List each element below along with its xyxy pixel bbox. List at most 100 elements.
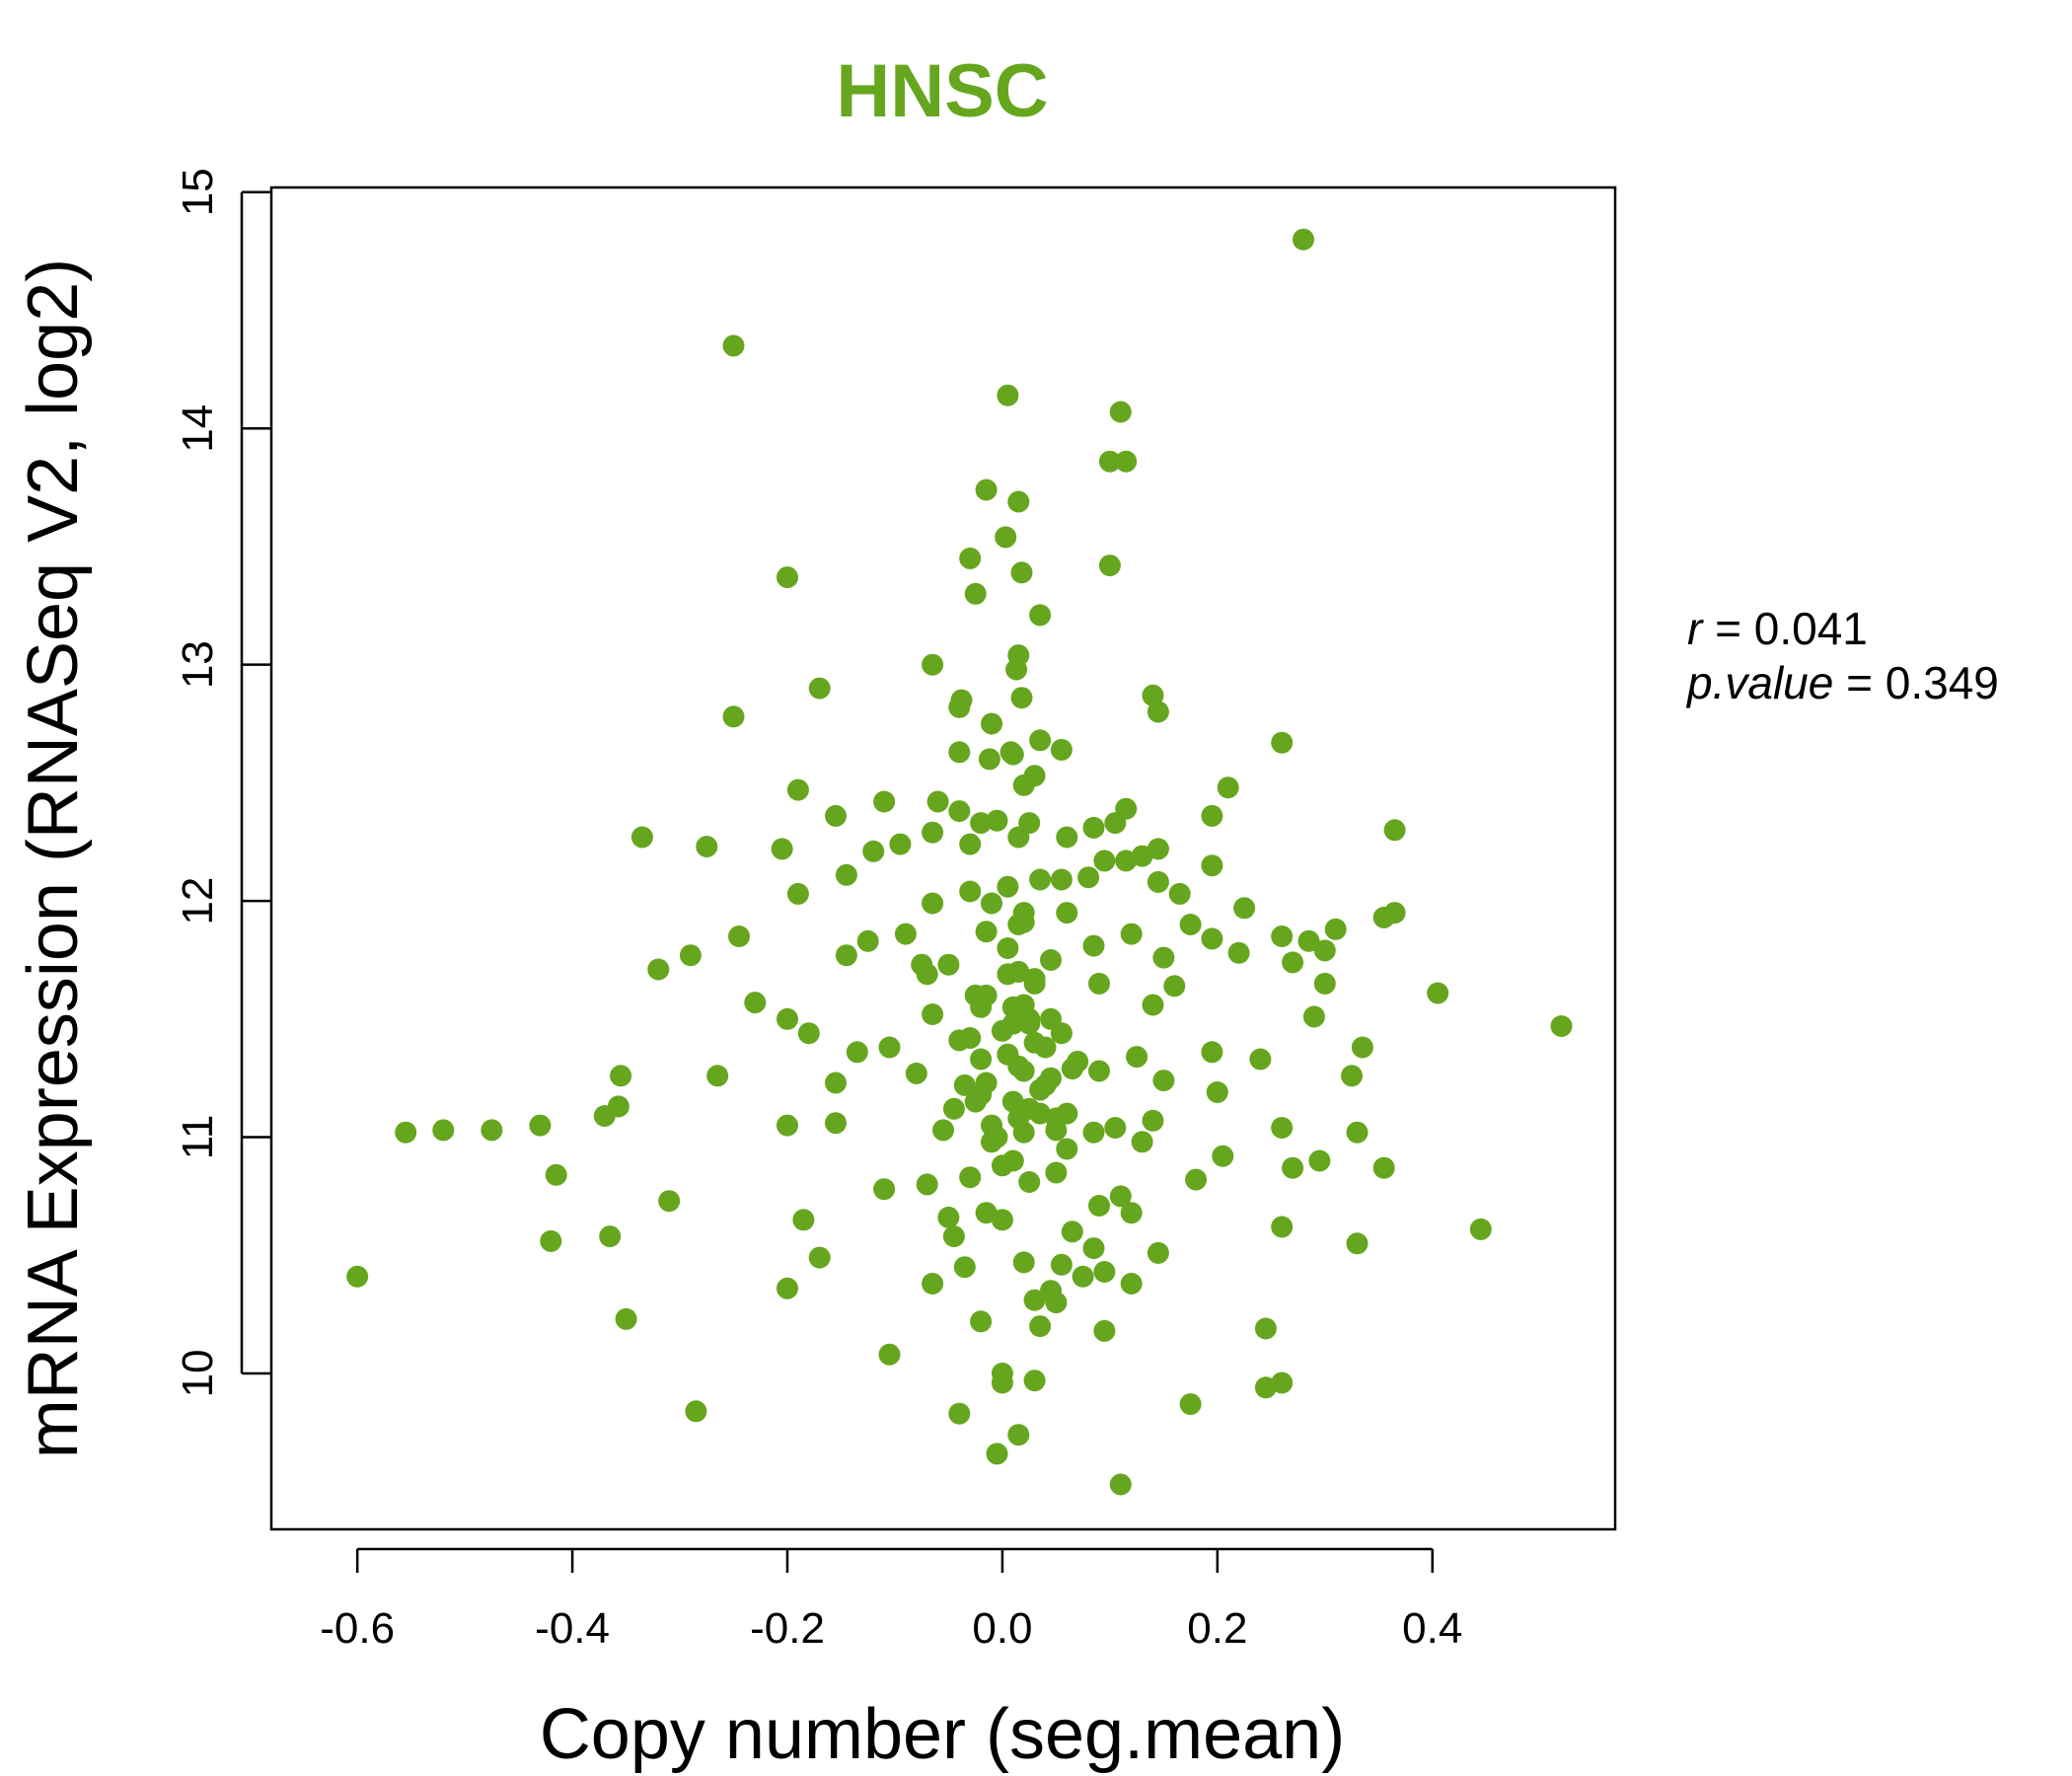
- data-point: [835, 944, 857, 967]
- data-point: [878, 1036, 901, 1059]
- data-point: [1077, 866, 1100, 889]
- data-point: [959, 833, 982, 855]
- data-point: [630, 826, 653, 849]
- data-point: [1372, 906, 1395, 928]
- x-axis-title: Copy number (seg.mean): [540, 1695, 1345, 1774]
- data-point: [593, 1105, 616, 1127]
- data-point: [1082, 816, 1105, 839]
- data-point: [1152, 946, 1175, 969]
- data-point: [991, 1363, 1013, 1384]
- data-point: [978, 748, 1000, 771]
- data-point: [997, 384, 1019, 407]
- data-point: [346, 1265, 369, 1288]
- data-point: [808, 1246, 831, 1269]
- x-axis: -0.6 -0.4 -0.2 0.0 0.2 0.4: [320, 1547, 1462, 1653]
- data-point: [1271, 1117, 1294, 1139]
- data-point: [964, 582, 987, 605]
- data-point: [1346, 1121, 1369, 1144]
- data-point: [1163, 975, 1186, 998]
- data-point: [777, 566, 798, 589]
- data-point: [997, 875, 1019, 898]
- data-point: [1082, 934, 1105, 957]
- data-point: [1201, 804, 1223, 827]
- data-point: [970, 812, 993, 835]
- data-point: [744, 992, 767, 1014]
- data-point: [1249, 1048, 1272, 1071]
- data-point: [1104, 1117, 1127, 1139]
- data-point: [545, 1163, 567, 1186]
- data-point: [1012, 1121, 1035, 1144]
- data-point: [706, 1065, 729, 1087]
- data-point: [922, 892, 944, 915]
- data-point: [1308, 1149, 1331, 1172]
- data-point: [679, 944, 702, 967]
- data-point: [1297, 929, 1320, 952]
- data-point: [986, 809, 1008, 832]
- data-point: [959, 880, 982, 903]
- data-point: [1050, 868, 1073, 891]
- data-point: [1126, 1046, 1148, 1069]
- y-axis-title: mRNA Expression (RNASeq V2, log2): [14, 259, 93, 1458]
- data-point: [1088, 972, 1110, 995]
- data-point: [1147, 870, 1169, 893]
- data-point: [1383, 819, 1406, 842]
- data-points: [346, 228, 1573, 1496]
- data-point: [728, 925, 750, 947]
- data-point: [1010, 561, 1033, 584]
- data-point: [1001, 996, 1024, 1018]
- data-point: [981, 712, 1002, 735]
- data-point: [481, 1119, 503, 1142]
- data-point: [862, 840, 885, 862]
- svg-text:r = 0.041: r = 0.041: [1687, 603, 1868, 654]
- data-point: [959, 1027, 982, 1049]
- data-point: [1142, 994, 1164, 1016]
- data-point: [1061, 1221, 1083, 1243]
- data-point: [1018, 1171, 1041, 1193]
- data-point: [1050, 1022, 1073, 1045]
- data-point: [1115, 850, 1138, 872]
- data-point: [975, 1202, 998, 1224]
- y-tick-label: 12: [174, 877, 222, 925]
- data-point: [1282, 1156, 1304, 1179]
- y-axis: 10 11 12 13 14 15: [174, 168, 271, 1397]
- data-point: [395, 1121, 417, 1144]
- data-point: [1550, 1015, 1573, 1037]
- data-point: [1007, 960, 1030, 983]
- data-point: [964, 1090, 987, 1113]
- data-point: [1346, 1232, 1369, 1255]
- data-point: [942, 1097, 965, 1120]
- data-point: [1007, 826, 1030, 849]
- x-tick-label: 0.4: [1402, 1604, 1462, 1653]
- data-point: [975, 479, 998, 501]
- data-point: [610, 1065, 632, 1087]
- data-point: [1104, 812, 1127, 835]
- data-point: [1131, 1131, 1153, 1153]
- correlation-stats: r = 0.041 p.value = 0.349: [1685, 603, 1999, 708]
- data-point: [1179, 1393, 1202, 1416]
- chart-title: HNSC: [836, 49, 1048, 133]
- data-point: [1120, 1273, 1143, 1295]
- data-point: [878, 1343, 901, 1366]
- data-point: [1067, 1050, 1089, 1073]
- data-point: [926, 790, 949, 813]
- data-point: [922, 1273, 944, 1295]
- x-tick-label: -0.4: [535, 1604, 610, 1653]
- data-point: [922, 821, 944, 844]
- data-point: [916, 963, 938, 986]
- data-point: [995, 526, 1017, 549]
- data-point: [1271, 731, 1294, 754]
- data-point: [975, 921, 998, 943]
- data-point: [932, 1119, 954, 1142]
- data-point: [1142, 1109, 1164, 1132]
- data-point: [835, 863, 857, 886]
- data-point: [1233, 897, 1256, 920]
- data-point: [1302, 1005, 1325, 1028]
- data-point: [856, 929, 879, 952]
- y-tick-label: 11: [174, 1115, 222, 1160]
- data-point: [825, 1072, 847, 1094]
- plot-frame: [269, 185, 1617, 1531]
- data-point: [1147, 701, 1169, 723]
- data-point: [529, 1114, 552, 1137]
- data-point: [599, 1225, 622, 1248]
- data-point: [1040, 949, 1062, 971]
